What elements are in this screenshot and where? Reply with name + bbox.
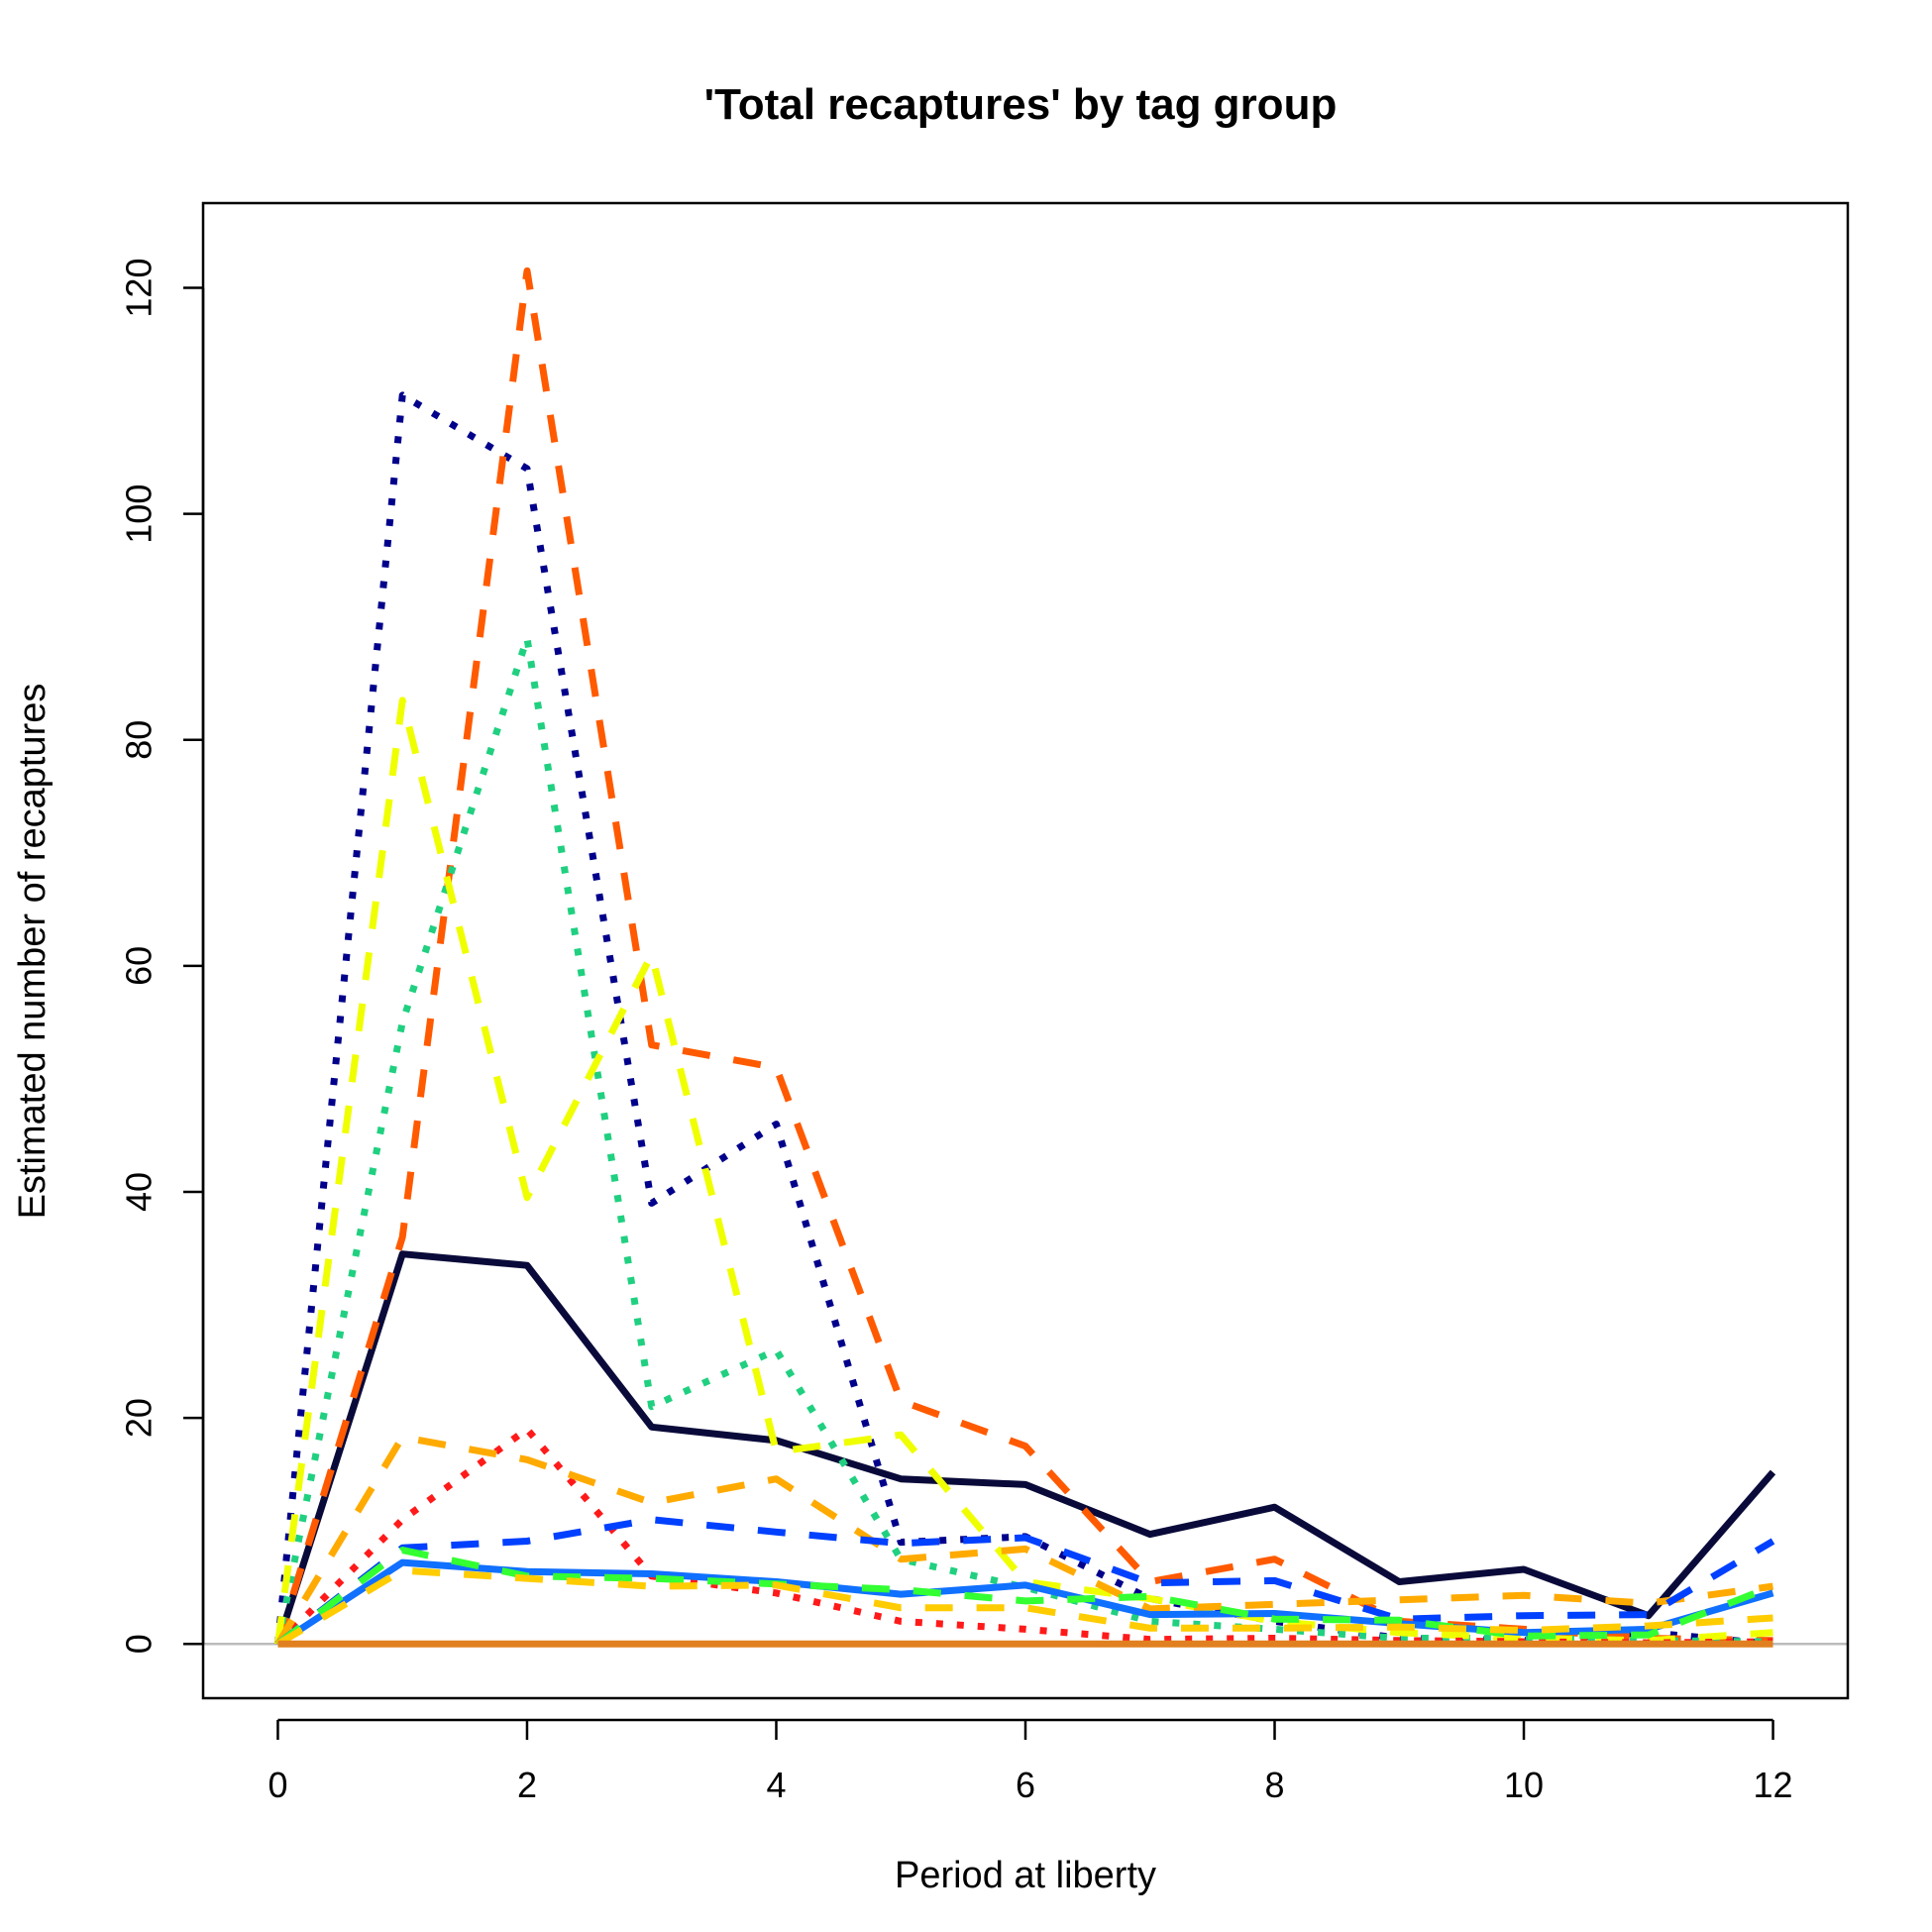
series-line-group-2	[274, 391, 1773, 1648]
y-tick-label: 40	[119, 1172, 160, 1212]
x-tick-label: 4	[766, 1765, 786, 1805]
series-line-group-3	[274, 267, 1773, 1646]
y-tick-label: 120	[119, 259, 160, 318]
y-tick-label: 60	[119, 946, 160, 986]
x-tick-label: 8	[1264, 1765, 1284, 1805]
x-tick-label: 2	[517, 1765, 537, 1805]
series-line-group-5	[274, 697, 1773, 1645]
x-tick-label: 0	[268, 1765, 287, 1805]
x-axis-label: Period at liberty	[895, 1855, 1156, 1896]
series-layer	[274, 267, 1776, 1648]
series-line-group-7	[274, 1434, 1773, 1647]
series-line-group-4	[274, 634, 1773, 1646]
x-tick-label: 10	[1504, 1765, 1544, 1805]
y-axis-label: Estimated number of recaptures	[12, 684, 54, 1220]
series-line-group-11	[275, 1566, 1773, 1648]
chart-title: 'Total recaptures' by tag group	[704, 80, 1338, 129]
x-axis: 0 2 4 6 8 10 12	[268, 1718, 1793, 1805]
y-tick-label: 0	[119, 1634, 160, 1654]
plot-frame	[201, 201, 1850, 1700]
y-axis: 0 20 40 60 80 100 120	[119, 259, 205, 1654]
x-tick-label: 12	[1754, 1765, 1793, 1805]
y-tick-label: 20	[119, 1398, 160, 1438]
series-line-group-1	[274, 1250, 1776, 1646]
y-tick-label: 100	[119, 484, 160, 544]
x-tick-label: 6	[1016, 1765, 1035, 1805]
y-tick-label: 80	[119, 720, 160, 760]
series-line-group-9	[275, 1558, 1774, 1648]
series-line-group-8	[275, 1516, 1775, 1648]
